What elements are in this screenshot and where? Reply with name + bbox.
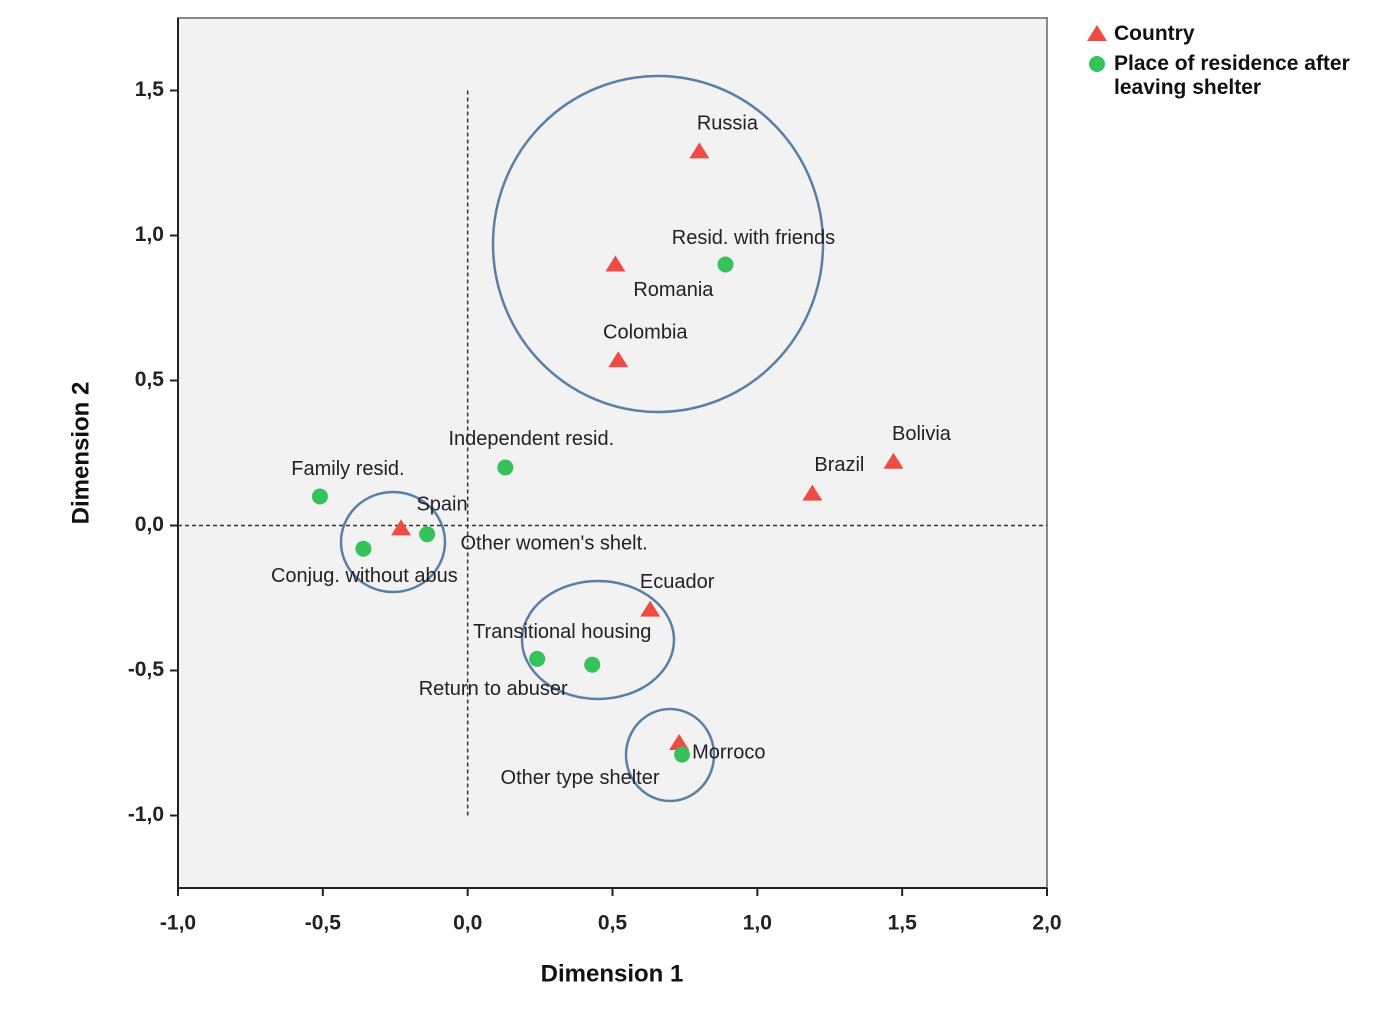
circle-point: [674, 746, 691, 763]
triangle-point: [669, 734, 690, 750]
point-label: Bolivia: [892, 423, 952, 445]
x-tick-label: 0,0: [453, 912, 482, 935]
legend-symbol: [1087, 25, 1107, 41]
legend-item: Country: [1086, 22, 1391, 46]
point-label: Independent resid.: [448, 428, 614, 450]
y-tick-label: -0,5: [128, 658, 165, 681]
x-tick-label: -0,5: [305, 912, 342, 935]
cluster-circle: [624, 707, 716, 803]
point-label: Other type shelter: [501, 767, 660, 789]
triangle-point: [1087, 25, 1107, 41]
point-label: Family resid.: [291, 458, 404, 480]
point-label: Other women's shelt.: [460, 532, 647, 554]
plot-area: [177, 17, 1048, 889]
legend-label: Country: [1114, 22, 1195, 45]
point-label: Spain: [416, 494, 467, 516]
triangle-point: [883, 452, 904, 469]
circle-point: [529, 650, 546, 667]
legend: Country Place of residence after leaving …: [1086, 22, 1391, 106]
legend-item: Place of residence after leaving shelter: [1086, 52, 1391, 100]
point-label: Ecuador: [640, 571, 715, 593]
legend-symbol: [1089, 56, 1105, 72]
y-tick-label: 0,5: [135, 368, 165, 391]
x-tick-label: 1,5: [888, 912, 918, 935]
y-axis-title: Dimension 2: [67, 382, 94, 525]
point-label: Brazil: [814, 454, 864, 476]
circle-point: [419, 526, 436, 543]
point-label: Transitional housing: [473, 621, 651, 643]
point-label: Morroco: [692, 741, 765, 763]
point-label: Russia: [697, 113, 759, 135]
triangle-point: [605, 255, 626, 272]
cluster-circle: [491, 74, 825, 414]
circle-point: [584, 656, 601, 673]
point-label: Resid. with friends: [672, 227, 835, 249]
cluster-outlines: [339, 74, 825, 803]
circle-point: [355, 540, 372, 557]
circle-point: [497, 459, 514, 476]
x-tick-label: 2,0: [1032, 912, 1061, 935]
legend-label: Place of residence after leaving shelter: [1114, 52, 1350, 99]
x-axis-title: Dimension 1: [541, 960, 684, 987]
triangle-point: [640, 600, 661, 617]
point-label: Colombia: [603, 321, 688, 343]
cluster-circle: [339, 490, 447, 594]
circle-point: [717, 256, 734, 273]
y-tick-label: -1,0: [128, 803, 164, 826]
y-tick-label: 0,0: [135, 513, 164, 536]
point-label: Romania: [633, 279, 714, 301]
x-tick-label: 1,0: [743, 912, 772, 935]
triangle-point: [689, 142, 710, 159]
circle-point: [311, 488, 328, 505]
x-tick-label: 0,5: [598, 912, 628, 935]
triangle-point: [608, 351, 629, 368]
y-tick-label: 1,0: [135, 223, 164, 246]
point-label: Return to abuser: [419, 678, 568, 700]
x-tick-label: -1,0: [160, 912, 196, 935]
cluster-circle: [520, 579, 676, 701]
triangle-point: [802, 484, 823, 501]
y-tick-label: 1,5: [135, 78, 165, 101]
triangle-point: [391, 519, 412, 536]
point-label: Conjug. without abus: [271, 565, 458, 587]
circle-point: [1089, 56, 1105, 72]
